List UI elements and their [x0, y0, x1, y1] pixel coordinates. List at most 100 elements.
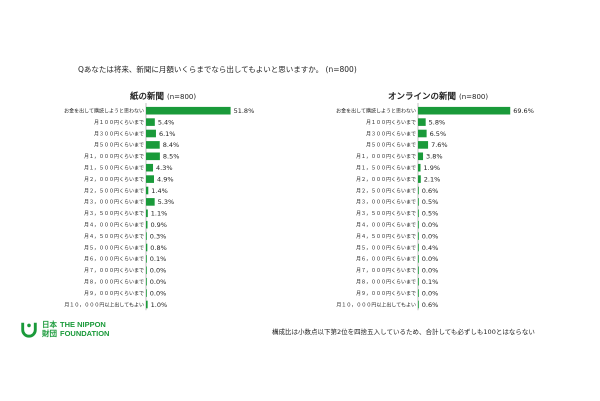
bar: [146, 220, 148, 229]
bar: [146, 106, 231, 115]
data-label: 0.6%: [422, 187, 439, 195]
bar: [418, 129, 427, 138]
data-label: 69.6%: [513, 107, 534, 115]
data-label: 0.8%: [150, 244, 167, 252]
category-label: 月２，０００円くらいまで: [356, 177, 416, 183]
chart-title-paper: 紙の新聞 (n=800): [130, 90, 196, 102]
bar: [418, 163, 421, 172]
data-label: 0.5%: [422, 198, 439, 206]
bar: [146, 243, 148, 252]
data-label: 5.3%: [158, 198, 175, 206]
data-label: 4.9%: [157, 175, 174, 183]
category-label: 月６，０００円くらいまで: [84, 257, 144, 263]
bar: [418, 198, 419, 206]
bar: [146, 232, 147, 240]
bar: [146, 129, 156, 138]
bar: [146, 118, 155, 126]
category-label: 月３，０００円くらいまで: [356, 200, 416, 206]
category-label: 月２，５００円くらいまで: [356, 188, 416, 194]
bar: [418, 277, 419, 286]
chart-subtitle-online: (n=800): [458, 93, 489, 101]
data-label: 3.8%: [426, 153, 443, 161]
data-label: 4.3%: [156, 164, 173, 172]
bar: [146, 163, 154, 172]
logo-text: 日本 THE NIPPON 財団 FOUNDATION: [42, 320, 109, 338]
logo-en-line2: FOUNDATION: [60, 329, 110, 338]
data-label: 0.3%: [150, 232, 167, 240]
data-label: 0.0%: [422, 289, 439, 297]
bar: [146, 209, 148, 218]
data-label: 0.1%: [422, 278, 439, 286]
bar: [146, 266, 147, 275]
bar: [146, 198, 155, 206]
chart-title-online-text: オンラインの新聞: [388, 92, 457, 102]
data-label: 0.6%: [422, 301, 439, 309]
category-label: 月５，０００円くらいまで: [356, 245, 416, 251]
category-label: 月６，０００円くらいまで: [356, 257, 416, 263]
data-label: 2.1%: [424, 175, 441, 183]
chart-online-newspaper: お金を出して購読しようと思わない 69.6% 月１００円くらいまで 5.8% 月３００円…: [336, 103, 534, 311]
category-label: 月４，０００円くらいまで: [84, 223, 144, 229]
category-label: 月１，０００円くらいまで: [356, 154, 416, 160]
bar: [146, 277, 147, 286]
data-label: 6.5%: [430, 130, 447, 138]
nippon-foundation-logo: 日本 THE NIPPON 財団 FOUNDATION: [20, 320, 109, 338]
logo-jp-line1: 日本: [42, 320, 57, 329]
data-label: 0.0%: [150, 278, 167, 286]
bar: [418, 152, 424, 161]
data-label: 0.0%: [422, 221, 439, 229]
data-label: 6.1%: [159, 130, 176, 138]
logo-jp-line2: 財団: [42, 329, 57, 338]
footnote: 構成比は小数点以下第2位を四捨五入しているため、合計しても必ずしも100とはなら…: [272, 328, 535, 336]
data-label: 7.6%: [431, 141, 448, 149]
category-label: 月２，０００円くらいまで: [84, 177, 144, 183]
bar: [418, 243, 419, 252]
category-label: 月３００円くらいまで: [94, 131, 144, 137]
chart-title-online: オンラインの新聞 (n=800): [388, 90, 488, 102]
category-label: 月３，５００円くらいまで: [356, 211, 416, 217]
category-label: 月１０，０００円以上出してもよい: [64, 301, 144, 308]
bar: [146, 175, 155, 183]
data-label: 0.0%: [422, 255, 439, 263]
foundation-logo-icon: [21, 322, 37, 338]
chart-subtitle-paper: (n=800): [166, 93, 197, 101]
data-label: 5.8%: [429, 118, 446, 126]
data-label: 1.0%: [151, 301, 168, 309]
bar: [146, 300, 148, 309]
category-label: 月３，５００円くらいまで: [84, 211, 144, 217]
category-label: 月４，０００円くらいまで: [356, 223, 416, 229]
chart-paper-newspaper: お金を出して購読しようと思わない 51.8% 月１００円くらいまで 5.4% 月３００円…: [64, 103, 254, 311]
bar: [146, 289, 147, 297]
category-label: 月２，５００円くらいまで: [84, 188, 144, 194]
survey-question: Qあなたは将来、新聞に月額いくらまでなら出してもよいと思いますか。 (n=800…: [78, 65, 357, 74]
data-label: 8.5%: [163, 153, 180, 161]
data-label: 0.0%: [150, 289, 167, 297]
category-label: 月３，０００円くらいまで: [84, 200, 144, 206]
bar: [418, 300, 419, 309]
category-label: 月１，５００円くらいまで: [356, 166, 416, 172]
category-label: 月４，５００円くらいまで: [356, 234, 416, 240]
bar: [418, 220, 419, 229]
category-label: 月１０，０００円以上出してもよい: [336, 301, 416, 308]
bar: [418, 266, 419, 275]
data-label: 8.4%: [163, 141, 180, 149]
data-label: 1.9%: [424, 164, 441, 172]
bar: [418, 106, 511, 115]
data-label: 1.1%: [151, 210, 168, 218]
data-label: 0.4%: [422, 244, 439, 252]
category-label: 月５００円くらいまで: [366, 143, 416, 149]
category-label: 月７，０００円くらいまで: [84, 268, 144, 274]
data-label: 1.4%: [151, 187, 168, 195]
bar: [418, 289, 419, 297]
category-label: お金を出して購読しようと思わない: [336, 108, 416, 115]
category-label: 月１００円くらいまで: [94, 120, 144, 126]
data-label: 0.0%: [422, 232, 439, 240]
category-label: 月７，０００円くらいまで: [356, 268, 416, 274]
category-label: 月５００円くらいまで: [94, 143, 144, 149]
chart-title-paper-text: 紙の新聞: [130, 92, 165, 102]
logo-en-line1: THE NIPPON: [60, 320, 106, 329]
category-label: 月９，０００円くらいまで: [84, 291, 144, 297]
category-label: 月１，５００円くらいまで: [84, 166, 144, 172]
data-label: 0.0%: [150, 267, 167, 275]
bar: [146, 255, 147, 263]
